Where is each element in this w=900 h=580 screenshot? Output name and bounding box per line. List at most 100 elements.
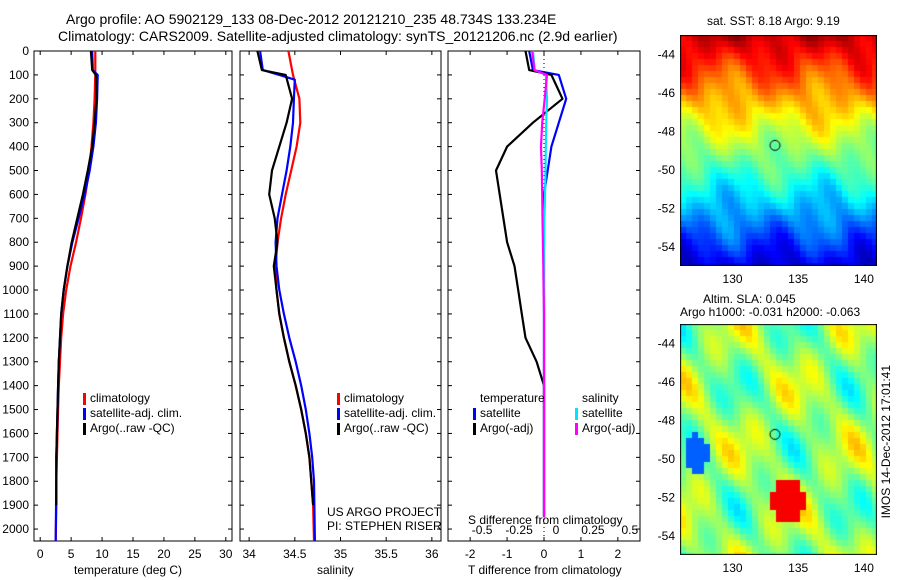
temperature-xlabel: temperature (deg C): [74, 563, 183, 577]
sla-x-tick-label: 140: [854, 561, 874, 575]
sla-map-title-line1: Altim. SLA: 0.045: [703, 292, 796, 306]
difference-xlabel: T difference from climatology: [468, 563, 622, 577]
header-title-line2: Climatology: CARS2009. Satellite-adjuste…: [58, 28, 618, 44]
legend-swatch-satellite: [83, 408, 86, 420]
x-tick-label: 1: [578, 547, 585, 561]
y-tick-label: 500: [9, 164, 29, 178]
top-tick-label: 0.25: [581, 523, 605, 537]
legend-swatch-argo-s: [337, 423, 340, 435]
x-tick-label: 0: [37, 547, 44, 561]
y-tick-label: 1200: [2, 331, 29, 345]
x-tick-label: 15: [126, 547, 140, 561]
legend-s-argo: Argo(-adj): [582, 421, 636, 435]
legend-swatch-climatology-s: [337, 393, 340, 405]
legend-swatch-s-argo: [575, 423, 578, 435]
imos-timestamp: IMOS 14-Dec-2012 17:01:41: [879, 365, 893, 519]
y-tick-label: 1100: [3, 307, 29, 321]
y-tick-label: 300: [9, 116, 29, 130]
series-line-argo: [256, 50, 315, 506]
x-tick-label: -1: [502, 547, 513, 561]
sla-x-tick-label: 130: [723, 561, 743, 575]
x-tick-label: 20: [157, 547, 171, 561]
plot-frame: [33, 50, 233, 542]
y-tick-label: 1800: [2, 474, 29, 488]
legend-t-satellite: satellite: [480, 406, 521, 420]
header-title-line1: Argo profile: AO 5902129_133 08-Dec-2012…: [66, 11, 557, 27]
legend-swatch-argo: [83, 423, 86, 435]
sst-y-tick-label: -44: [658, 47, 676, 61]
x-tick-label: 34.5: [283, 547, 307, 561]
credits-line1: US ARGO PROJECT: [327, 505, 442, 519]
top-tick-label: -0.25: [505, 523, 533, 537]
legend-argo: Argo(..raw -QC): [90, 421, 175, 435]
y-tick-label: 700: [9, 211, 29, 225]
x-tick-label: 25: [188, 547, 202, 561]
top-tick-label: -0.5: [472, 523, 493, 537]
sst-y-tick-label: -52: [658, 201, 676, 215]
sla-y-tick-label: -54: [658, 529, 676, 543]
y-tick-label: 2000: [2, 522, 29, 536]
y-tick-label: 800: [9, 235, 29, 249]
y-tick-label: 1900: [2, 498, 29, 512]
legend-climatology-s: climatology: [344, 391, 405, 405]
legend-swatch-s-satellite: [575, 408, 578, 420]
sst-y-tick-label: -46: [658, 86, 676, 100]
x-tick-label: 35: [334, 547, 348, 561]
legend-swatch-climatology: [83, 393, 86, 405]
sla-x-tick-label: 135: [788, 561, 808, 575]
sla-y-tick-label: -50: [658, 452, 676, 466]
x-tick-label: 10: [95, 547, 109, 561]
x-tick-label: 36: [425, 547, 439, 561]
y-tick-label: 1700: [2, 450, 29, 464]
plot-frame: [239, 50, 442, 542]
credits-line2: PI: STEPHEN RISER: [327, 519, 442, 533]
x-tick-label: 2: [615, 547, 622, 561]
sst-y-tick-label: -48: [658, 124, 676, 138]
legend-swatch-satellite-s: [337, 408, 340, 420]
y-tick-label: 1500: [2, 403, 29, 417]
y-tick-label: 600: [9, 187, 29, 201]
x-tick-label: 34: [242, 547, 256, 561]
x-tick-label: 30: [219, 547, 233, 561]
y-tick-label: 1300: [2, 355, 29, 369]
legend-argo-s: Argo(..raw -QC): [344, 421, 429, 435]
top-tick-label: 0: [553, 523, 560, 537]
sst-map-title: sat. SST: 8.18 Argo: 9.19: [707, 14, 840, 28]
sla-y-tick-label: -48: [658, 413, 676, 427]
series-line-argo: [55, 50, 98, 506]
y-tick-label: 900: [9, 259, 29, 273]
legend-climatology: climatology: [90, 391, 151, 405]
top-tick-label: 0.5: [622, 523, 639, 537]
legend-s-satellite: satellite: [582, 406, 623, 420]
series-line-s-argo: [531, 50, 549, 518]
sst-heatmap: [680, 35, 877, 266]
sst-y-tick-label: -50: [658, 163, 676, 177]
sla-y-tick-label: -44: [658, 336, 676, 350]
sst-x-tick-label: 135: [788, 272, 808, 286]
sst-y-tick-label: -54: [658, 240, 676, 254]
y-tick-label: 400: [9, 140, 29, 154]
sst-x-tick-label: 140: [854, 272, 874, 286]
legend-satellite: satellite-adj. clim.: [90, 406, 183, 420]
legend-swatch-t-satellite: [473, 408, 476, 420]
legend-t-argo: Argo(-adj): [480, 421, 534, 435]
y-tick-label: 100: [9, 68, 29, 82]
y-tick-label: 200: [9, 92, 29, 106]
y-tick-label: 1000: [2, 283, 29, 297]
x-tick-label: 5: [68, 547, 75, 561]
sla-y-tick-label: -46: [658, 375, 676, 389]
legend-satellite-s: satellite-adj. clim.: [344, 406, 437, 420]
sla-map-title-line2: Argo h1000: -0.031 h2000: -0.063: [680, 305, 861, 319]
sla-y-tick-label: -52: [658, 490, 676, 504]
legend-temperature-title: temperature: [480, 391, 545, 405]
salinity-xlabel: salinity: [317, 563, 354, 577]
difference-top-label: S difference from climatology: [468, 513, 623, 527]
x-tick-label: 0: [541, 547, 548, 561]
legend-salinity-title: salinity: [582, 391, 619, 405]
y-tick-label: 1400: [2, 379, 29, 393]
y-tick-label: 0: [22, 44, 29, 58]
sla-heatmap: [680, 324, 877, 555]
sst-x-tick-label: 130: [723, 272, 743, 286]
y-tick-label: 1600: [2, 426, 29, 440]
